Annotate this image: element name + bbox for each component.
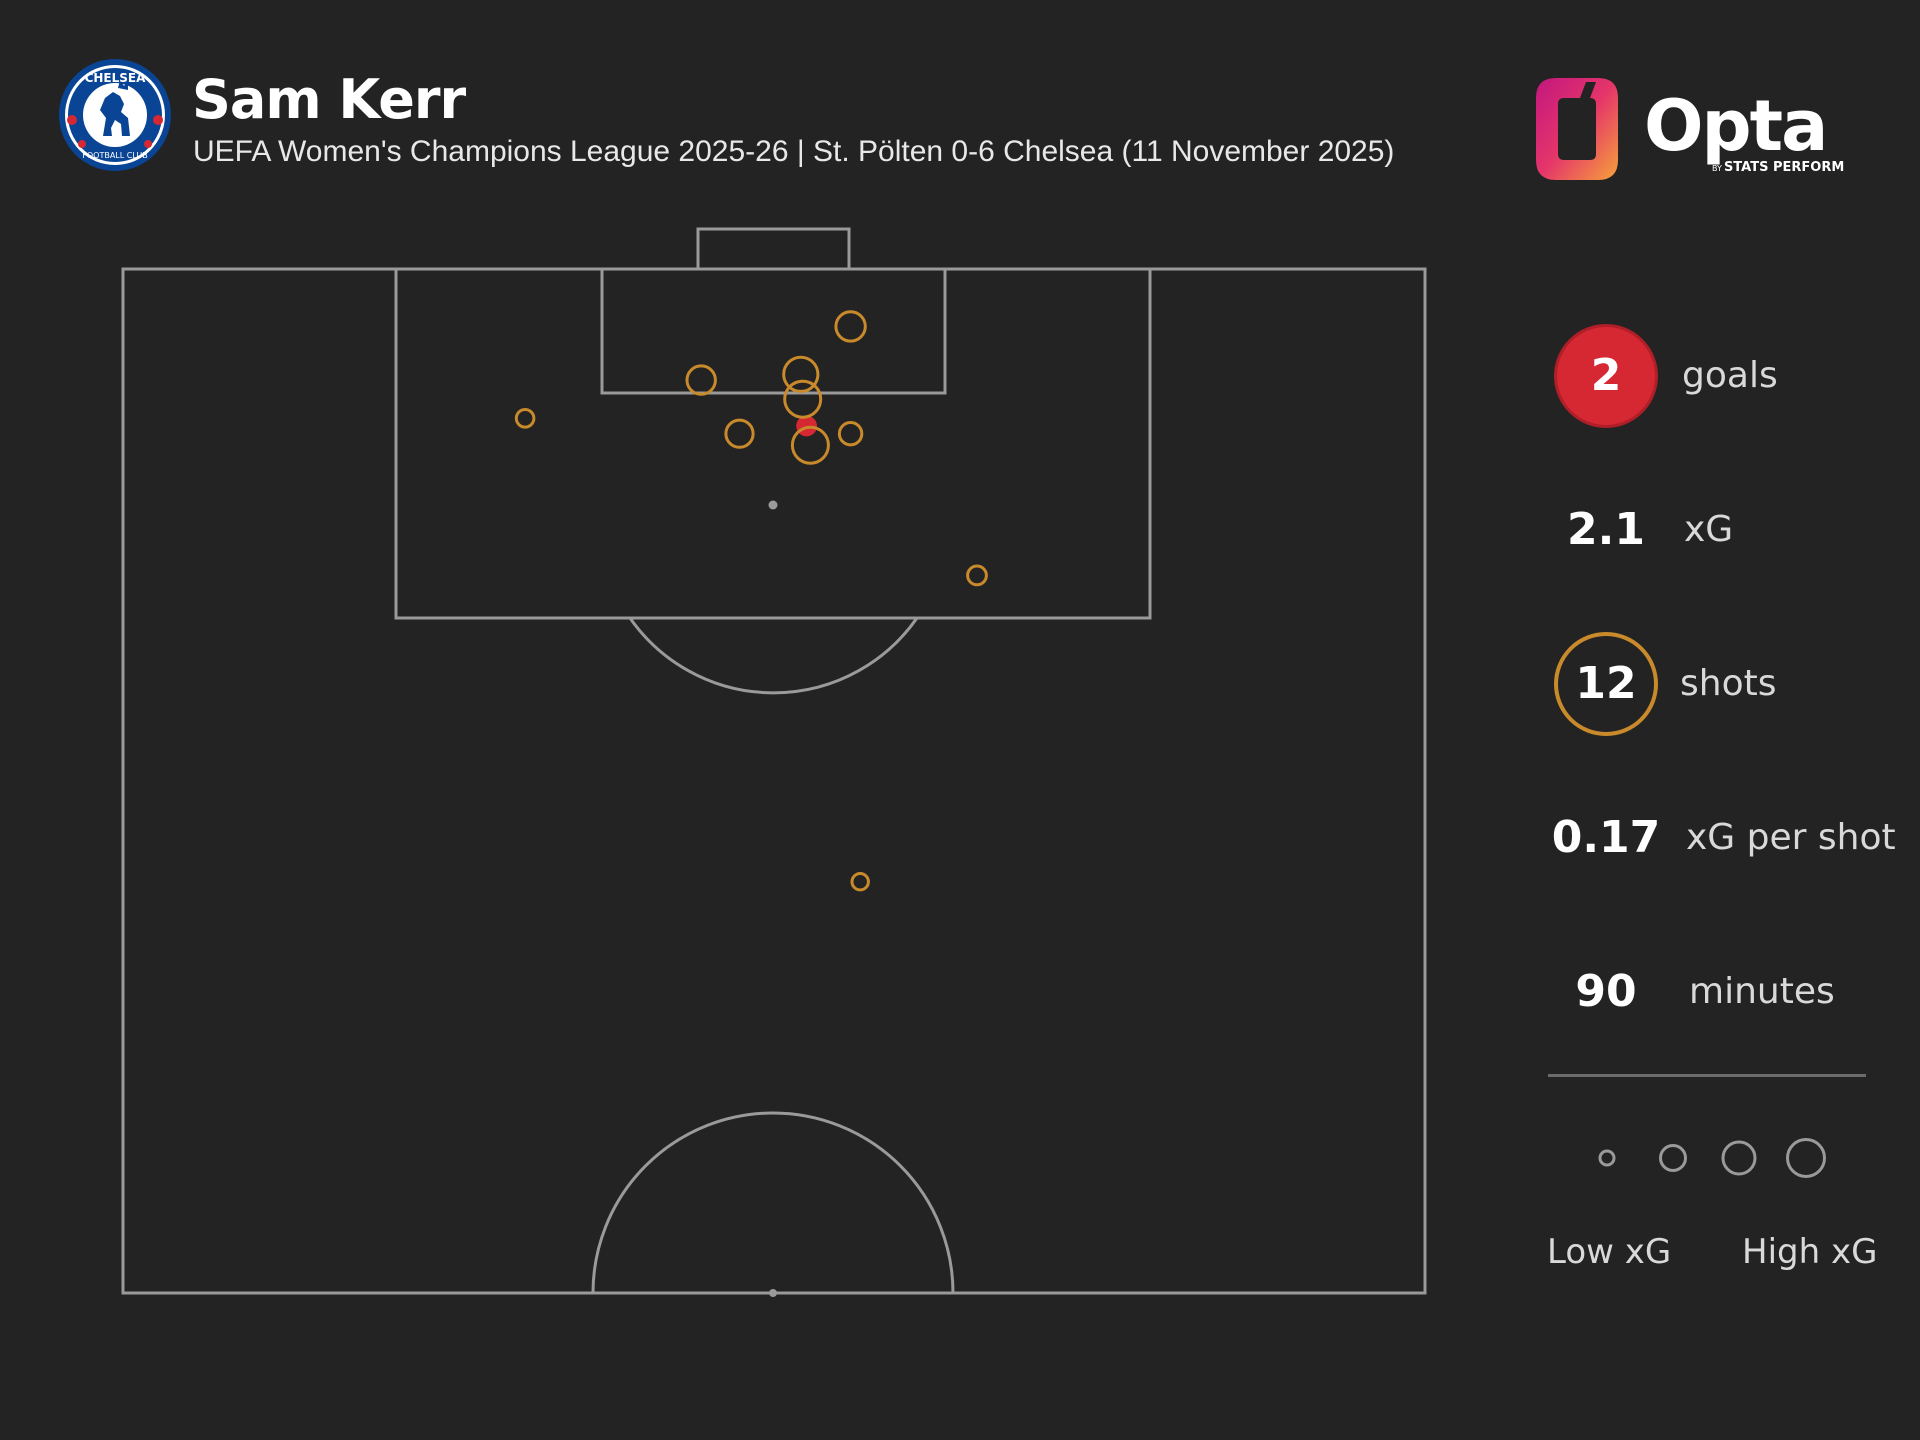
- shot-marker: [850, 872, 870, 892]
- stat-minutes-label: minutes: [1689, 971, 1835, 1012]
- stat-goals-badge: [1554, 324, 1658, 428]
- legend-high-label: High xG: [1742, 1232, 1878, 1272]
- stat-shots-badge: [1554, 632, 1658, 736]
- stat-xg-label: xG: [1684, 509, 1734, 550]
- shot-marker: [834, 310, 867, 343]
- centre-spot: [769, 1289, 777, 1297]
- svg-text:CHELSEA: CHELSEA: [85, 71, 147, 85]
- shots-layer: [514, 310, 988, 892]
- legend-low-label: Low xG: [1547, 1232, 1672, 1272]
- half-pitch-outline: [121, 267, 1427, 1295]
- stat-shots-value: 12: [1575, 658, 1637, 709]
- stats-divider: [1548, 1074, 1866, 1077]
- stat-xg-per-shot-label: xG per shot: [1686, 817, 1896, 858]
- page-subtitle: UEFA Women's Champions League 2025-26 | …: [193, 135, 1395, 168]
- stat-goals-label: goals: [1682, 355, 1778, 396]
- opta-tagline-prefix: BY: [1712, 164, 1722, 173]
- goal-marker: [796, 415, 817, 437]
- shot-marker: [724, 418, 755, 449]
- pitch-lines: [121, 227, 1427, 1295]
- shot-marker: [966, 564, 988, 587]
- shot-marker: [685, 364, 717, 396]
- opta-logo: Opta BY STATS PERFORM: [1534, 76, 1854, 186]
- stat-minutes-value: 90: [1575, 966, 1637, 1017]
- six-yard-box: [600, 267, 947, 395]
- shot-marker: [514, 408, 536, 429]
- page-title: Sam Kerr: [192, 68, 466, 131]
- legend-size-2: [1659, 1144, 1687, 1172]
- legend-size-4: [1786, 1138, 1826, 1178]
- shot-marker: [790, 425, 830, 465]
- chelsea-fc-crest-icon: CHELSEA FOOTBALL CLUB: [59, 59, 171, 171]
- opta-tagline: BY STATS PERFORM: [1712, 160, 1844, 175]
- goal-frame: [696, 227, 851, 271]
- xg-size-legend: [1598, 1138, 1826, 1178]
- stat-shots-label: shots: [1680, 663, 1777, 704]
- centre-circle-arc: [591, 1111, 955, 1294]
- penalty-area: [394, 267, 1152, 620]
- stat-goals-value: 2: [1590, 350, 1622, 401]
- opta-logo-icon: [1536, 78, 1618, 180]
- opta-tagline-text: STATS PERFORM: [1723, 160, 1845, 175]
- stat-xg-value: 2.1: [1567, 504, 1645, 555]
- shot-marker: [783, 379, 823, 419]
- penalty-spot: [768, 500, 778, 510]
- svg-text:FOOTBALL CLUB: FOOTBALL CLUB: [82, 151, 148, 160]
- shot-marker: [782, 355, 820, 393]
- shot-marker: [837, 421, 864, 447]
- legend-size-3: [1721, 1140, 1757, 1176]
- legend-size-1: [1598, 1149, 1616, 1167]
- stat-xg-per-shot-value: 0.17: [1551, 812, 1661, 863]
- opta-wordmark: Opta: [1644, 85, 1828, 167]
- penalty-arc: [628, 617, 919, 695]
